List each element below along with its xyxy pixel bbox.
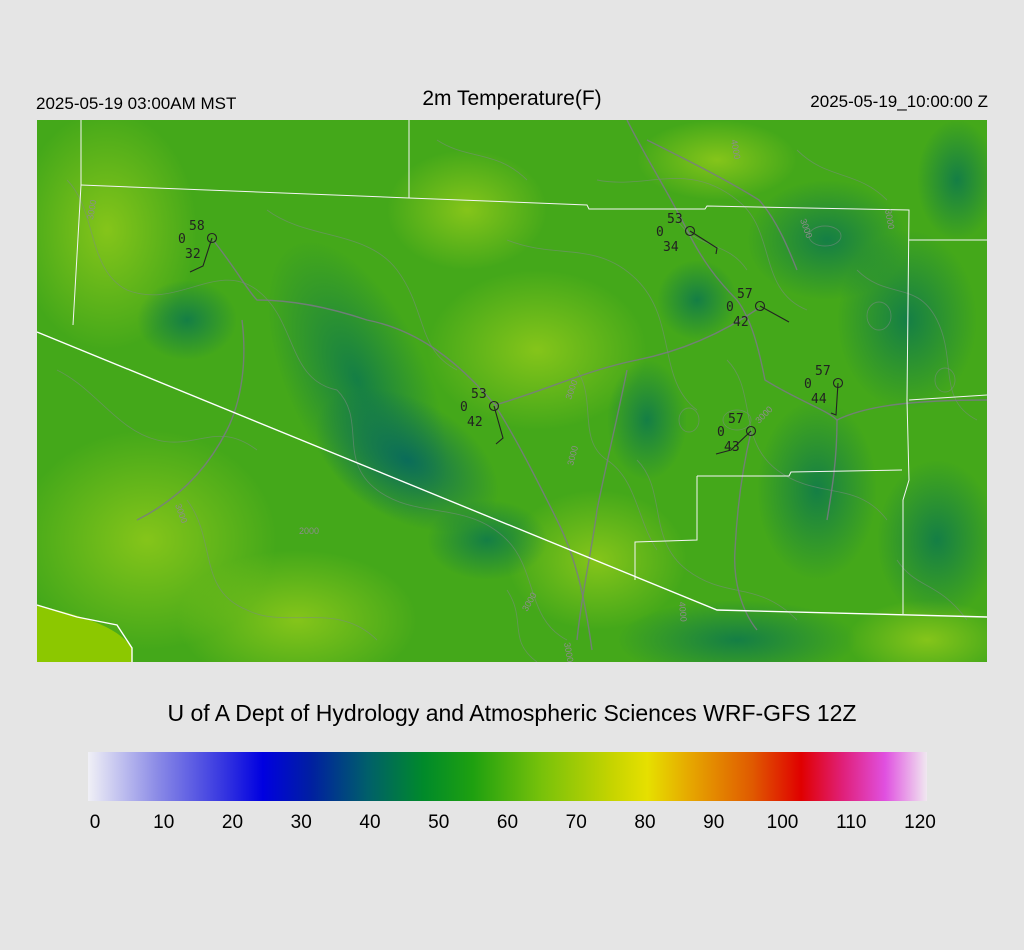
station-dewpoint: 44	[811, 392, 827, 407]
station-temperature: 57	[728, 412, 744, 427]
station-circle	[754, 300, 766, 312]
station-cloud-cover: 0	[178, 232, 186, 247]
colorbar-tick-label: 80	[634, 812, 656, 833]
station-circle	[684, 225, 696, 237]
station-dewpoint: 43	[724, 440, 740, 455]
valid-time-utc: 2025-05-19_10:00:00 Z	[810, 92, 988, 111]
temperature-map: 3000 2000 3000 3000 3000 3000 3000 4000 3000 3000…	[37, 120, 987, 662]
station-circle	[745, 425, 757, 437]
contour-label: 2000	[299, 526, 319, 536]
station-dewpoint: 32	[185, 247, 201, 262]
contour-label: 3000	[883, 209, 896, 230]
valid-time-local: 2025-05-19 03:00AM MST	[36, 94, 237, 113]
colorbar-tick-label: 20	[221, 812, 244, 833]
station-circle	[206, 232, 218, 244]
contour-label: 3000	[562, 642, 575, 662]
station-cloud-cover: 0	[460, 400, 468, 415]
colorbar-tick-label: 100	[766, 812, 799, 833]
colorbar-tick-label: 50	[428, 812, 450, 833]
wind-barb	[493, 405, 504, 445]
station-cloud-cover: 0	[804, 377, 812, 392]
station-dewpoint: 42	[467, 415, 483, 430]
station-cloud-cover: 0	[717, 425, 725, 440]
station-temperature: 57	[737, 287, 753, 302]
station-dewpoint: 34	[663, 240, 679, 255]
warm-corner	[37, 605, 132, 662]
station-temperature: 58	[189, 219, 205, 234]
colorbar-tick-label: 0	[89, 812, 101, 833]
cool-areas	[137, 120, 987, 662]
county-boundaries	[72, 120, 987, 614]
terrain-contours	[56, 139, 978, 662]
station-cloud-cover: 0	[656, 225, 664, 240]
colorbar-tick-label: 120	[904, 812, 936, 833]
station-temperature: 53	[667, 212, 683, 227]
station-cloud-cover: 0	[726, 300, 734, 315]
colorbar-ticks: 0 10 20 30 40 50 60 70 80 90 100 110 120	[0, 812, 1024, 842]
temperature-colorbar	[88, 752, 927, 801]
model-credit: U of A Dept of Hydrology and Atmospheric…	[167, 700, 857, 726]
station-dewpoint: 42	[733, 315, 749, 330]
colorbar-gradient	[88, 752, 927, 801]
colorbar-tick-label: 70	[565, 812, 587, 833]
wind-barb	[830, 382, 839, 416]
colorbar-tick-label: 60	[496, 812, 519, 833]
wind-barb	[689, 230, 718, 255]
wind-barb	[189, 237, 213, 273]
colorbar-tick-label: 40	[359, 812, 381, 833]
contour-label: 4000	[729, 139, 742, 160]
colorbar-tick-label: 110	[836, 812, 867, 833]
colorbar-tick-label: 30	[290, 812, 312, 833]
plot-title: 2m Temperature(F)	[422, 87, 602, 110]
station-temperature: 57	[815, 364, 831, 379]
colorbar-tick-label: 90	[703, 812, 725, 833]
international-border	[37, 331, 987, 662]
contour-label: 4000	[677, 601, 689, 622]
contour-label: 3000	[85, 199, 98, 220]
wind-barb	[759, 305, 790, 323]
colorbar-tick-label: 10	[153, 812, 175, 833]
station-circle	[488, 400, 500, 412]
wind-barb	[715, 430, 752, 455]
station-temperature: 53	[471, 387, 487, 402]
